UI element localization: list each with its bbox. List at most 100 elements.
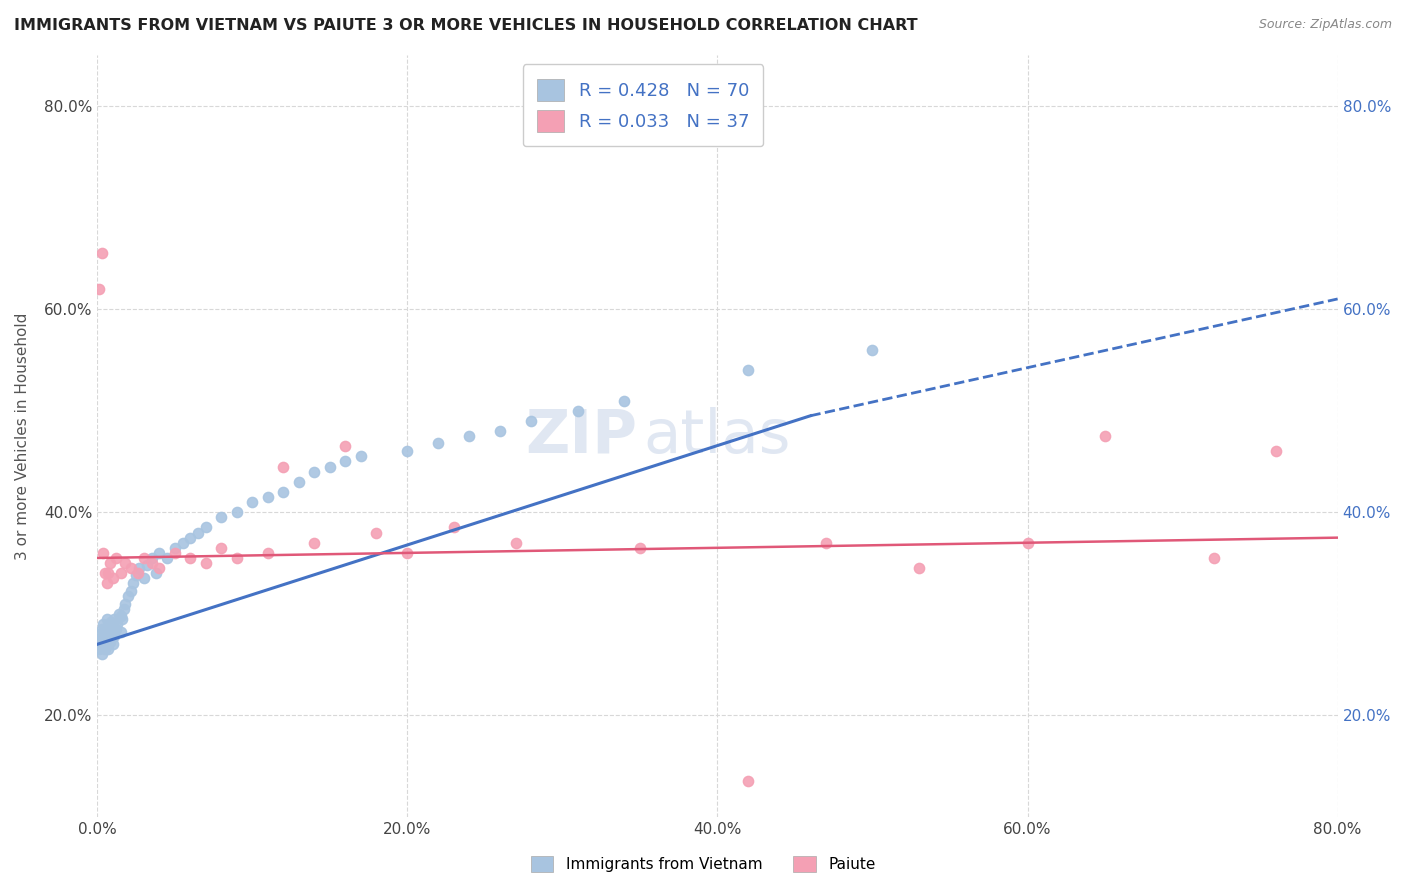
Point [141, 556, 163, 570]
Point [122, 576, 145, 591]
Point [96, 612, 118, 626]
Point [90, 648, 112, 662]
Text: Source: ZipAtlas.com: Source: ZipAtlas.com [1258, 18, 1392, 31]
Point [737, 363, 759, 377]
Point [145, 566, 167, 581]
Point [172, 535, 194, 549]
Point [156, 551, 179, 566]
Point [862, 343, 884, 357]
Point [97, 619, 120, 633]
Point [89, 627, 111, 641]
Point [141, 551, 163, 566]
Point [1094, 429, 1116, 443]
Point [98, 627, 121, 641]
Point [194, 556, 217, 570]
Point [110, 566, 132, 581]
Point [96, 637, 118, 651]
Point [225, 505, 247, 519]
Point [304, 465, 326, 479]
Point [335, 439, 357, 453]
Point [93, 617, 115, 632]
Point [103, 629, 125, 643]
Point [209, 510, 232, 524]
Legend: Immigrants from Vietnam, Paiute: Immigrants from Vietnam, Paiute [523, 848, 883, 880]
Point [120, 584, 142, 599]
Point [225, 551, 247, 566]
Point [87, 637, 110, 651]
Point [117, 589, 139, 603]
Point [489, 424, 512, 438]
Legend: R = 0.428   N = 70, R = 0.033   N = 37: R = 0.428 N = 70, R = 0.033 N = 37 [523, 64, 763, 146]
Point [187, 525, 209, 540]
Point [100, 615, 122, 629]
Point [93, 640, 115, 654]
Point [110, 608, 132, 623]
Point [396, 444, 419, 458]
Point [125, 568, 148, 582]
Point [240, 495, 263, 509]
Point [194, 520, 217, 534]
Point [396, 546, 419, 560]
Point [101, 622, 124, 636]
Point [288, 475, 311, 489]
Point [179, 531, 201, 545]
Point [94, 566, 117, 581]
Point [335, 454, 357, 468]
Point [90, 635, 112, 649]
Point [256, 546, 278, 560]
Point [98, 617, 121, 632]
Point [520, 414, 543, 428]
Point [101, 571, 124, 585]
Point [96, 627, 118, 641]
Point [127, 566, 149, 581]
Point [209, 541, 232, 555]
Point [132, 571, 155, 585]
Point [104, 551, 127, 566]
Point [1264, 444, 1286, 458]
Point [104, 622, 127, 636]
Point [114, 597, 136, 611]
Point [108, 607, 131, 621]
Point [163, 541, 186, 555]
Text: ZIP: ZIP [524, 407, 637, 466]
Point [148, 546, 170, 560]
Point [628, 541, 651, 555]
Point [135, 558, 157, 572]
Point [1202, 551, 1225, 566]
Point [90, 246, 112, 260]
Point [148, 561, 170, 575]
Point [350, 450, 373, 464]
Point [90, 622, 112, 636]
Point [101, 637, 124, 651]
Point [814, 535, 837, 549]
Point [94, 622, 117, 636]
Point [93, 629, 115, 643]
Point [97, 642, 120, 657]
Point [94, 632, 117, 647]
Text: atlas: atlas [643, 407, 790, 466]
Point [96, 576, 118, 591]
Point [114, 556, 136, 570]
Point [98, 556, 121, 570]
Point [111, 612, 134, 626]
Point [87, 642, 110, 657]
Point [443, 520, 465, 534]
Point [304, 535, 326, 549]
Point [908, 561, 931, 575]
Point [319, 459, 342, 474]
Point [505, 535, 527, 549]
Point [93, 546, 115, 560]
Point [89, 632, 111, 647]
Y-axis label: 3 or more Vehicles in Household: 3 or more Vehicles in Household [15, 312, 30, 560]
Point [128, 561, 150, 575]
Point [107, 617, 129, 632]
Point [103, 612, 125, 626]
Point [110, 625, 132, 640]
Point [256, 490, 278, 504]
Point [97, 566, 120, 581]
Point [94, 642, 117, 657]
Point [366, 525, 388, 540]
Point [458, 429, 481, 443]
Point [1017, 535, 1039, 549]
Point [98, 635, 121, 649]
